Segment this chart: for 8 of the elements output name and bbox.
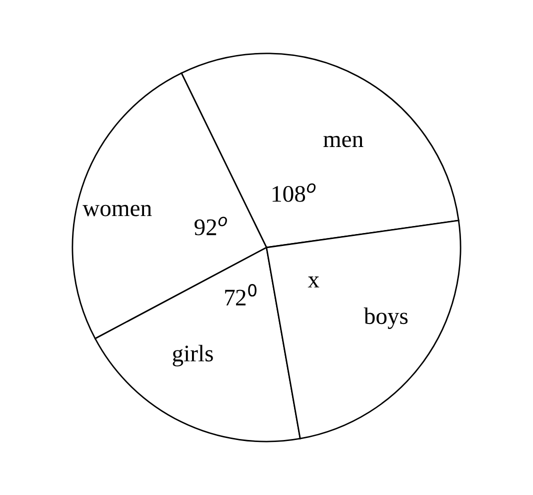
data-label: 92$^{o}$ bbox=[194, 216, 227, 236]
data-label: 72$^{0}$ bbox=[225, 284, 256, 306]
slice-label: women bbox=[82, 204, 152, 216]
data-label: x bbox=[308, 276, 320, 288]
slice-label: boys bbox=[364, 307, 408, 329]
slice-label: girls bbox=[172, 344, 213, 366]
slice-label: men bbox=[323, 136, 364, 148]
data-label: 108$^{o}$ bbox=[272, 183, 316, 202]
